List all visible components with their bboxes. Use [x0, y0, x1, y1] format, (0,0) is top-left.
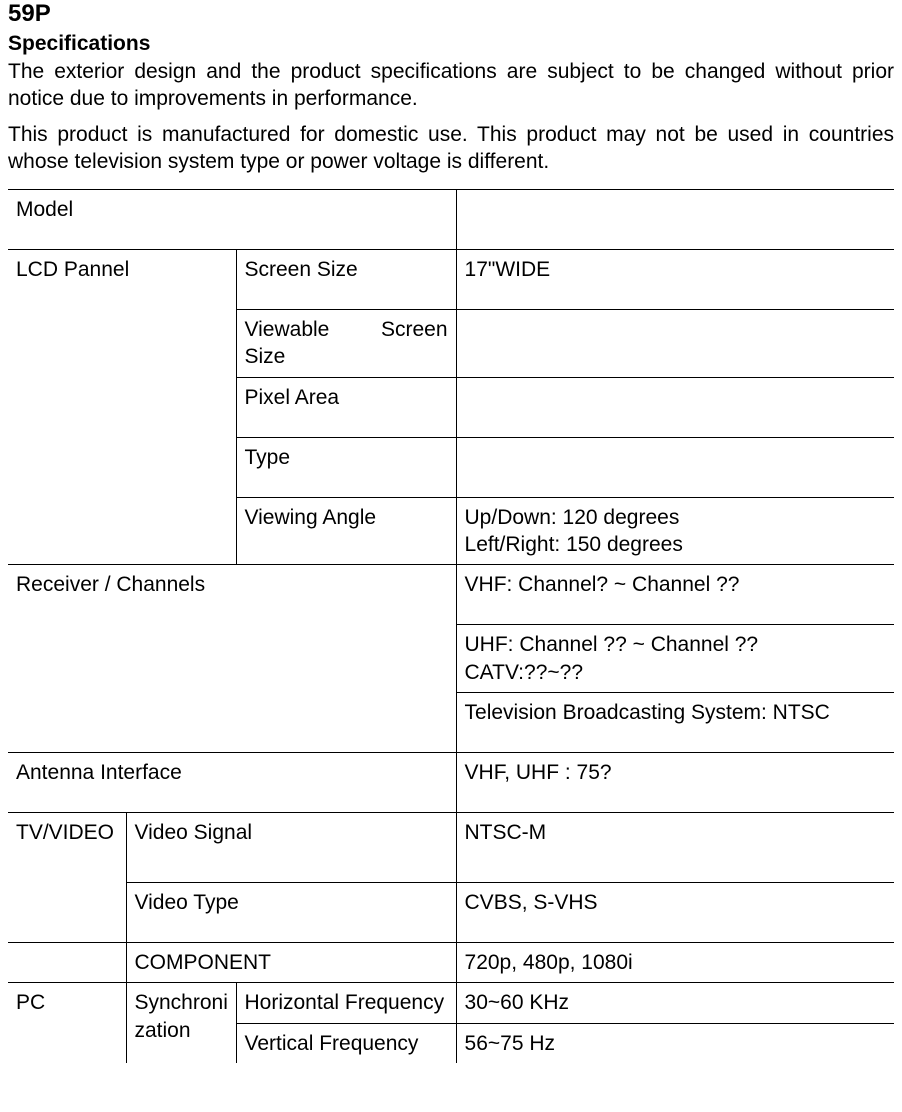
receiver-value-1: VHF: Channel? ~ Channel ?? [456, 565, 894, 625]
table-row: Video Type CVBS, S-VHS [8, 882, 894, 942]
type-label: Type [236, 437, 456, 497]
table-row: Receiver / Channels VHF: Channel? ~ Chan… [8, 565, 894, 625]
intro-paragraph-1: The exterior design and the product spec… [8, 58, 894, 113]
tvvideo-label: TV/VIDEO [8, 812, 126, 942]
model-label: Model [8, 190, 456, 250]
table-row: COMPONENT 720p, 480p, 1080i [8, 942, 894, 982]
video-signal-label: Video Signal [126, 812, 456, 882]
pixel-area-value [456, 377, 894, 437]
viewable-screen-size-label: ViewableScreen Size [236, 310, 456, 378]
lcd-panel-label: LCD Pannel [8, 250, 236, 565]
blank-cell [8, 942, 126, 982]
type-value [456, 437, 894, 497]
video-signal-value: NTSC-M [456, 812, 894, 882]
table-row: LCD Pannel Screen Size 17"WIDE [8, 250, 894, 310]
screen-size-value: 17"WIDE [456, 250, 894, 310]
synchronization-label: Synchronization [126, 983, 236, 1063]
section-title: Specifications [8, 32, 894, 56]
model-value [456, 190, 894, 250]
vertical-frequency-value: 56~75 Hz [456, 1023, 894, 1063]
horizontal-frequency-value: 30~60 KHz [456, 983, 894, 1023]
table-row: PC Synchronization Horizontal Frequency … [8, 983, 894, 1023]
table-row: Model [8, 190, 894, 250]
viewing-angle-label: Viewing Angle [236, 497, 456, 565]
intro-paragraph-2: This product is manufactured for domesti… [8, 121, 894, 176]
antenna-interface-value: VHF, UHF : 75? [456, 752, 894, 812]
vertical-frequency-label: Vertical Frequency [236, 1023, 456, 1063]
receiver-value-2: UHF: Channel ?? ~ Channel ??CATV:??~?? [456, 625, 894, 693]
component-value: 720p, 480p, 1080i [456, 942, 894, 982]
spec-table: Model LCD Pannel Screen Size 17"WIDE Vie… [8, 189, 894, 1063]
page-title: 59P [8, 0, 894, 28]
video-type-value: CVBS, S-VHS [456, 882, 894, 942]
component-label: COMPONENT [126, 942, 456, 982]
horizontal-frequency-label: Horizontal Frequency [236, 983, 456, 1023]
receiver-value-3: Television Broadcasting System: NTSC [456, 692, 894, 752]
pc-label: PC [8, 983, 126, 1063]
receiver-channels-label: Receiver / Channels [8, 565, 456, 753]
viewing-angle-value: Up/Down: 120 degreesLeft/Right: 150 degr… [456, 497, 894, 565]
table-row: Antenna Interface VHF, UHF : 75? [8, 752, 894, 812]
viewable-screen-size-value [456, 310, 894, 378]
pixel-area-label: Pixel Area [236, 377, 456, 437]
table-row: TV/VIDEO Video Signal NTSC-M [8, 812, 894, 882]
antenna-interface-label: Antenna Interface [8, 752, 456, 812]
screen-size-label: Screen Size [236, 250, 456, 310]
video-type-label: Video Type [126, 882, 456, 942]
